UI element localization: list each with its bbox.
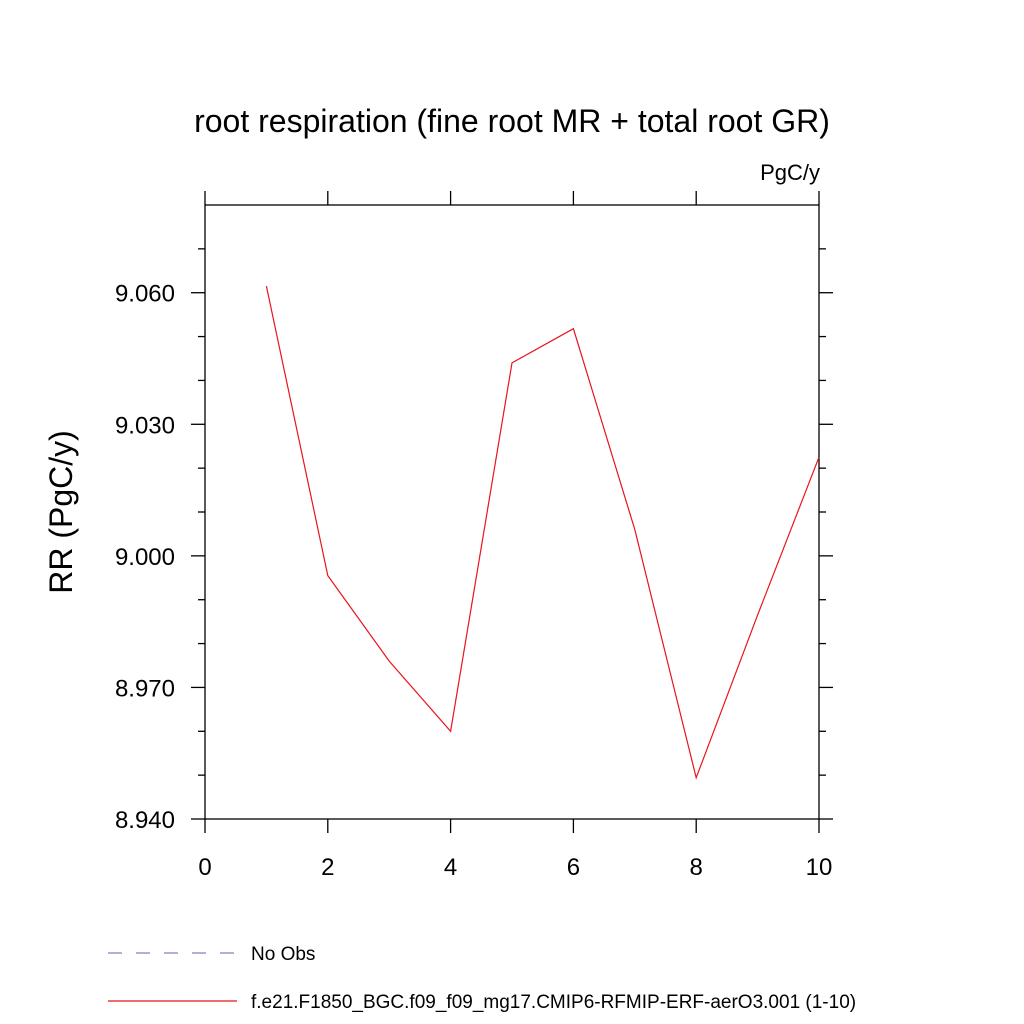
- x-tick-label: 4: [444, 854, 457, 881]
- axis-tick-labels: 0 2 4 6 8 10 8.940 8.970 9.000 9.030 9.060: [115, 281, 832, 881]
- x-tick-label: 10: [806, 854, 833, 881]
- y-tick-label: 8.970: [115, 675, 175, 702]
- y-axis-label: RR (PgC/y): [43, 430, 79, 594]
- series-lines: [265, 286, 820, 780]
- axis-ticks: [191, 191, 833, 833]
- x-tick-label: 2: [321, 854, 334, 881]
- y-tick-label: 9.060: [115, 281, 175, 308]
- legend-label: No Obs: [251, 944, 315, 965]
- legend-label: f.e21.F1850_BGC.f09_f09_mg17.CMIP6-RFMIP…: [251, 992, 856, 1013]
- units-label: PgC/y: [760, 160, 820, 185]
- x-tick-label: 8: [690, 854, 703, 881]
- x-tick-label: 0: [198, 854, 211, 881]
- y-tick-label: 8.940: [115, 807, 175, 834]
- plot-frame: [204, 204, 820, 820]
- legend: No Obs f.e21.F1850_BGC.f09_f09_mg17.CMIP6…: [108, 944, 856, 1013]
- y-tick-label: 9.000: [115, 544, 175, 571]
- series-line: [265, 286, 820, 780]
- x-tick-label: 6: [567, 854, 580, 881]
- chart-title: root respiration (fine root MR + total r…: [194, 103, 830, 139]
- y-tick-label: 9.030: [115, 412, 175, 439]
